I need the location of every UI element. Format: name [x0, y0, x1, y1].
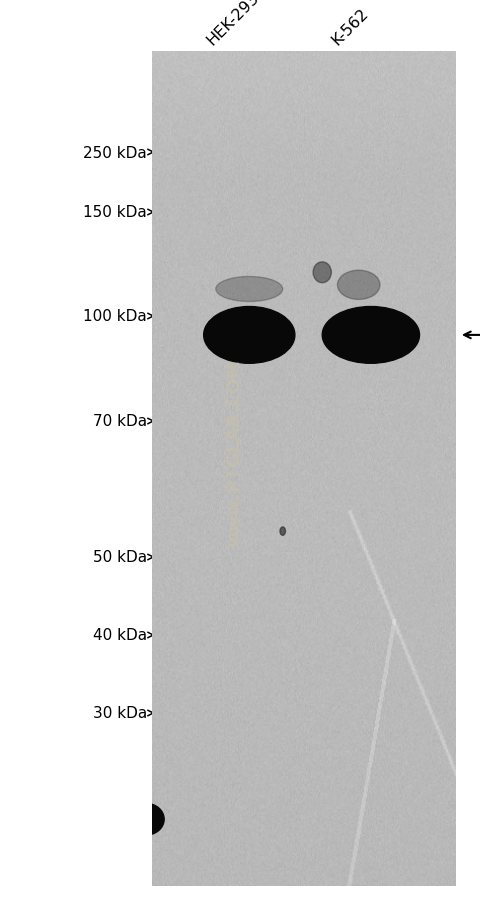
Ellipse shape [337, 271, 380, 300]
Text: 250 kDa: 250 kDa [83, 145, 147, 161]
Ellipse shape [204, 308, 295, 364]
Text: 50 kDa: 50 kDa [93, 550, 147, 565]
Ellipse shape [313, 262, 331, 283]
Ellipse shape [322, 308, 420, 364]
Text: 100 kDa: 100 kDa [83, 309, 147, 324]
Text: HEK-293: HEK-293 [204, 0, 262, 48]
Text: K-562: K-562 [329, 5, 371, 48]
Text: 70 kDa: 70 kDa [93, 414, 147, 429]
Ellipse shape [128, 804, 164, 835]
Ellipse shape [280, 528, 286, 536]
Text: www.PTGLAB.COM: www.PTGLAB.COM [225, 358, 243, 547]
Text: 40 kDa: 40 kDa [93, 628, 147, 643]
Text: 30 kDa: 30 kDa [93, 705, 147, 721]
Text: 150 kDa: 150 kDa [83, 206, 147, 220]
Ellipse shape [216, 277, 283, 302]
